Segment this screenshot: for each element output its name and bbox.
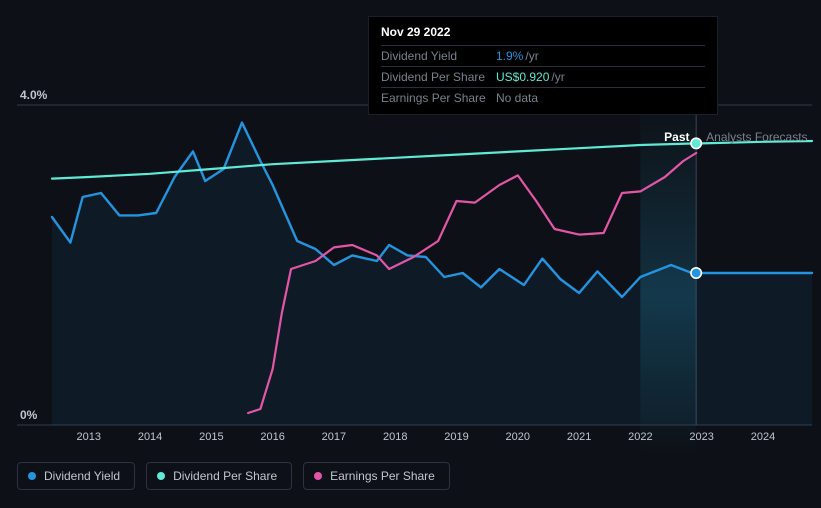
x-axis-tick-label: 2014 (138, 431, 162, 443)
tooltip-row-unit: /yr (525, 49, 538, 63)
y-axis-tick-label: 4.0% (20, 88, 47, 102)
legend-item-label: Earnings Per Share (330, 469, 435, 483)
x-axis-tick-label: 2019 (444, 431, 468, 443)
legend-dot-icon (28, 472, 36, 480)
legend-item-label: Dividend Per Share (173, 469, 277, 483)
chart-legend: Dividend Yield Dividend Per Share Earnings… (17, 462, 450, 490)
legend-dot-icon (157, 472, 165, 480)
tooltip-row-value: No data (496, 91, 538, 105)
tooltip-row: Dividend Yield1.9% /yr (381, 45, 705, 66)
x-axis-tick-label: 2013 (77, 431, 101, 443)
x-axis-tick-label: 2021 (567, 431, 591, 443)
tooltip-row: Dividend Per ShareUS$0.920 /yr (381, 66, 705, 87)
tooltip-row-label: Dividend Per Share (381, 70, 496, 84)
past-label: Past (664, 130, 689, 144)
legend-item-earnings-per-share[interactable]: Earnings Per Share (303, 462, 450, 490)
x-axis-tick-label: 2015 (199, 431, 223, 443)
legend-dot-icon (314, 472, 322, 480)
tooltip-rows: Dividend Yield1.9% /yrDividend Per Share… (381, 45, 705, 108)
x-axis-tick-label: 2023 (689, 431, 713, 443)
tooltip-row: Earnings Per ShareNo data (381, 87, 705, 108)
tooltip-row-value: 1.9% (496, 49, 523, 63)
dividend-chart: Nov 29 2022 Dividend Yield1.9% /yrDivide… (0, 0, 821, 508)
legend-item-dividend-yield[interactable]: Dividend Yield (17, 462, 135, 490)
x-axis-tick-label: 2018 (383, 431, 407, 443)
x-axis-tick-label: 2017 (322, 431, 346, 443)
tooltip-row-label: Dividend Yield (381, 49, 496, 63)
x-axis-tick-label: 2016 (260, 431, 284, 443)
chart-tooltip: Nov 29 2022 Dividend Yield1.9% /yrDivide… (368, 16, 718, 115)
x-axis-tick-label: 2024 (751, 431, 775, 443)
tooltip-row-unit: /yr (551, 70, 564, 84)
analysts-forecasts-label: Analysts Forecasts (706, 130, 807, 144)
tooltip-row-label: Earnings Per Share (381, 91, 496, 105)
tooltip-date: Nov 29 2022 (381, 25, 705, 39)
x-axis-tick-label: 2022 (628, 431, 652, 443)
legend-item-label: Dividend Yield (44, 469, 120, 483)
x-axis-tick-label: 2020 (506, 431, 530, 443)
tooltip-row-value: US$0.920 (496, 70, 549, 84)
y-axis-tick-label: 0% (20, 408, 37, 422)
legend-item-dividend-per-share[interactable]: Dividend Per Share (146, 462, 292, 490)
